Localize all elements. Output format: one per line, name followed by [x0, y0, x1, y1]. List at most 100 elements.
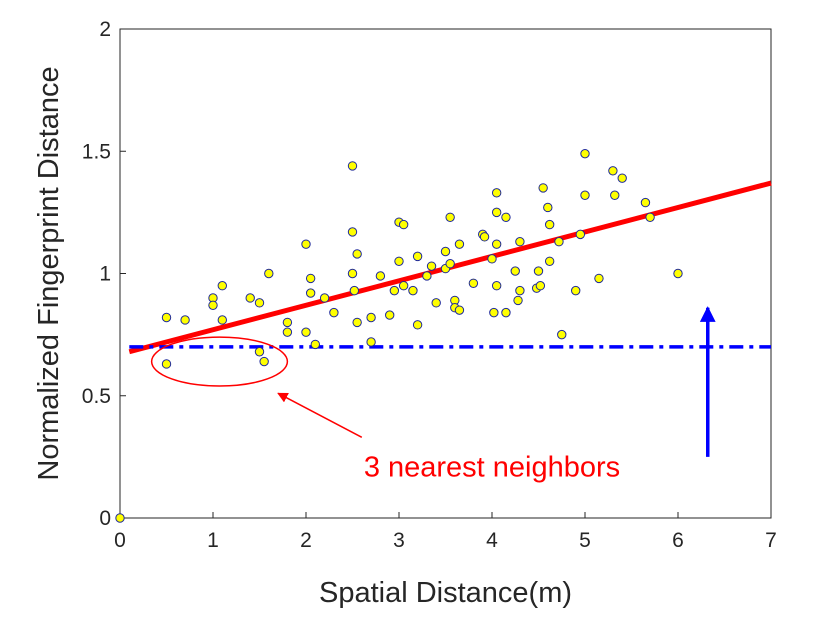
data-point — [310, 339, 320, 350]
x-tick-label: 7 — [765, 529, 777, 552]
data-point — [161, 359, 172, 369]
x-tick-label: 4 — [486, 529, 498, 552]
data-point — [454, 305, 465, 315]
data-point — [557, 329, 567, 340]
data-point — [617, 173, 627, 183]
scatter-points — [115, 148, 683, 523]
data-point — [491, 281, 502, 291]
x-tick-label: 0 — [114, 529, 126, 552]
data-point — [515, 285, 525, 296]
data-point — [305, 288, 316, 298]
data-point — [259, 356, 269, 367]
y-tick-label: 1 — [99, 263, 111, 286]
y-axis-ticks: 0 0.5 1 1.5 2 — [82, 18, 126, 530]
y-tick-label: 0 — [99, 507, 111, 530]
x-tick-label: 5 — [579, 529, 591, 552]
data-point — [491, 239, 502, 249]
y-tick-label: 1.5 — [82, 140, 111, 163]
data-point — [254, 298, 265, 308]
x-tick-label: 6 — [672, 529, 684, 552]
data-point — [385, 310, 395, 320]
data-point — [501, 307, 511, 318]
data-point — [544, 256, 555, 266]
data-point — [217, 281, 228, 291]
data-point — [282, 317, 293, 328]
data-point — [366, 312, 376, 323]
data-point — [319, 293, 330, 303]
data-point — [398, 281, 409, 291]
data-point — [501, 212, 511, 222]
data-point — [445, 212, 455, 222]
data-point — [301, 239, 311, 249]
data-point — [282, 327, 293, 337]
data-point — [491, 188, 502, 198]
data-point — [398, 219, 409, 230]
data-point — [608, 166, 618, 176]
data-point — [491, 207, 502, 218]
data-point — [329, 307, 339, 318]
data-point — [426, 261, 437, 271]
data-point — [640, 197, 651, 208]
data-point — [571, 285, 581, 296]
data-point — [412, 251, 423, 262]
y-tick-label: 0.5 — [82, 385, 111, 408]
x-axis-label: Spatial Distance(m) — [319, 577, 572, 609]
data-point — [412, 320, 423, 330]
data-point — [543, 202, 553, 213]
annotation-layer: 3 nearest neighbors — [150, 306, 716, 484]
data-point — [115, 513, 125, 523]
data-point — [673, 268, 683, 279]
data-point — [479, 232, 490, 242]
data-point — [445, 259, 455, 269]
x-tick-label: 2 — [300, 529, 312, 552]
data-point — [594, 273, 604, 284]
data-point — [544, 219, 555, 230]
data-point — [489, 307, 499, 318]
data-point — [161, 312, 172, 323]
data-point — [305, 273, 316, 284]
data-point — [349, 285, 360, 296]
data-point — [533, 266, 544, 276]
data-point — [375, 271, 386, 281]
data-point — [580, 190, 590, 200]
data-point — [347, 268, 358, 279]
x-tick-label: 3 — [393, 529, 405, 552]
annotation-arrow — [277, 392, 363, 438]
data-point — [515, 237, 525, 247]
data-point — [468, 278, 479, 288]
annotation-label: 3 nearest neighbors — [364, 452, 620, 484]
data-point — [347, 161, 358, 171]
data-point — [440, 246, 451, 257]
data-point — [422, 271, 432, 281]
data-point — [352, 249, 362, 259]
x-axis-ticks: 0 1 2 3 4 5 6 7 — [114, 512, 777, 552]
data-point — [394, 256, 404, 266]
data-point — [610, 190, 620, 200]
x-tick-label: 1 — [207, 529, 219, 552]
data-point — [554, 237, 564, 247]
data-point — [264, 268, 274, 279]
data-point — [645, 212, 655, 222]
data-point — [538, 183, 548, 193]
data-point — [487, 254, 497, 264]
data-point — [580, 148, 590, 159]
y-axis-label: Normalized Fingerprint Distance — [33, 66, 65, 480]
data-point — [408, 285, 418, 296]
data-point — [208, 300, 218, 310]
y-tick-label: 2 — [99, 18, 111, 41]
data-point — [180, 315, 190, 325]
data-point — [245, 293, 255, 303]
data-point — [513, 295, 523, 306]
data-point — [217, 315, 228, 325]
data-point — [347, 227, 358, 237]
data-point — [510, 266, 520, 276]
data-point — [352, 317, 362, 328]
data-point — [389, 285, 400, 296]
data-point — [454, 239, 465, 249]
data-point — [254, 347, 265, 357]
data-point — [575, 229, 586, 240]
data-point — [431, 298, 441, 308]
data-point — [366, 337, 376, 347]
neighbors-ellipse — [150, 336, 289, 387]
